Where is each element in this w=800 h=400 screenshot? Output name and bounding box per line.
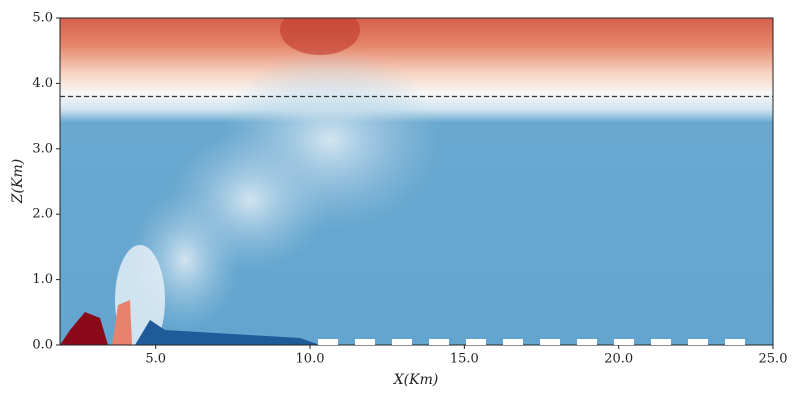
y-tick-label: 1.0	[32, 272, 53, 287]
surface-dash	[392, 339, 412, 345]
x-axis-label: X(Km)	[393, 372, 439, 388]
surface-dash	[318, 339, 338, 345]
y-tick-label: 5.0	[32, 11, 53, 26]
x-tick-label: 15.0	[450, 352, 479, 367]
y-axis-label: Z(Km)	[10, 159, 26, 204]
surface-dash	[355, 339, 375, 345]
surface-dash	[688, 339, 708, 345]
surface-dash	[466, 339, 486, 345]
surface-dash	[725, 339, 745, 345]
surface-dash	[577, 339, 597, 345]
surface-dash	[540, 339, 560, 345]
surface-dash	[614, 339, 634, 345]
x-tick-label: 20.0	[604, 352, 633, 367]
y-tick-label: 0.0	[32, 338, 53, 353]
x-tick-label: 5.0	[145, 352, 166, 367]
surface-dash	[651, 339, 671, 345]
surface-dash	[503, 339, 523, 345]
x-tick-label: 25.0	[759, 352, 788, 367]
field	[60, 18, 773, 345]
plot-frame	[59, 17, 774, 346]
y-tick-label: 4.0	[32, 76, 53, 91]
y-tick-label: 3.0	[32, 141, 53, 156]
x-tick-label: 10.0	[296, 352, 325, 367]
surface-dash	[429, 339, 449, 345]
y-tick-label: 2.0	[32, 207, 53, 222]
